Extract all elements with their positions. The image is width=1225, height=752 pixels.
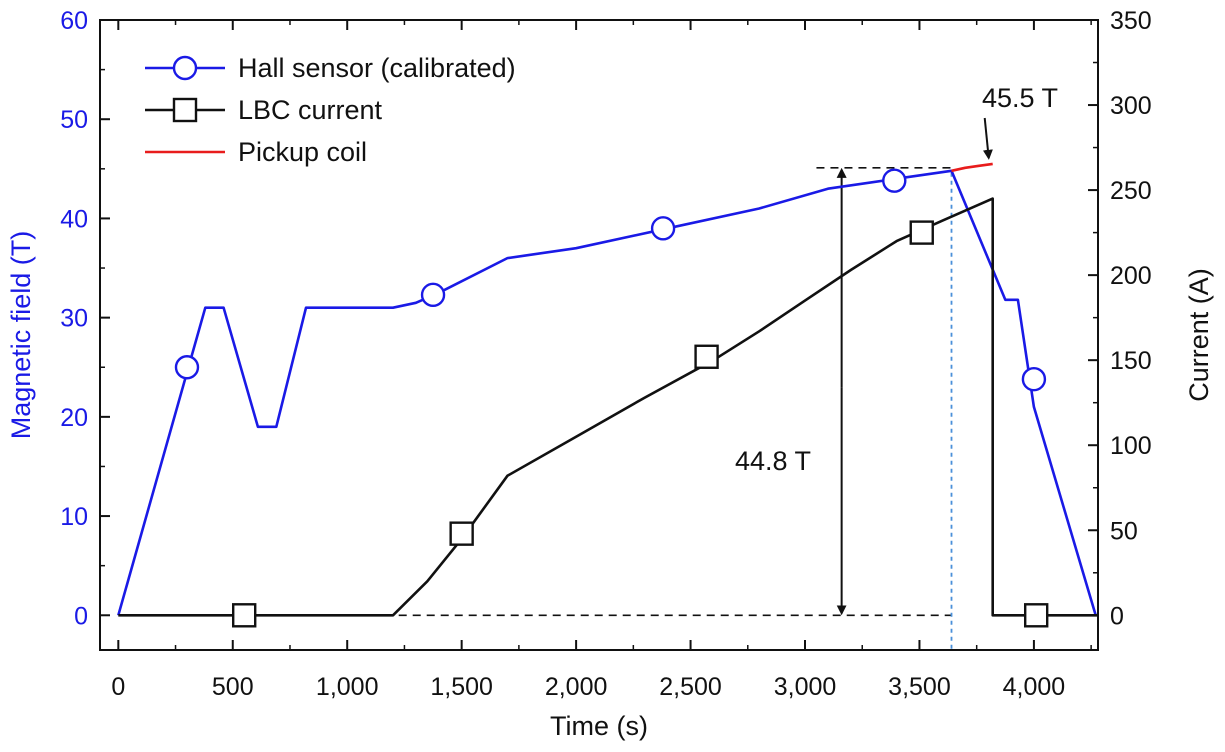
lbc-marker	[232, 603, 257, 628]
x-tick-label: 3,000	[774, 673, 837, 701]
legend-label: Pickup coil	[238, 137, 367, 167]
legend-label: Hall sensor (calibrated)	[238, 53, 516, 83]
x-tick-label: 1,500	[430, 673, 493, 701]
legend-marker-circle	[172, 55, 198, 81]
series-line	[951, 162, 993, 173]
y-right-axis-title: Current (A)	[1184, 268, 1214, 402]
y-left-tick-label: 0	[74, 602, 88, 630]
lbc-marker	[449, 521, 474, 546]
y-left-tick-label: 30	[60, 305, 88, 333]
y-right-tick-label: 50	[1110, 517, 1138, 545]
lbc-marker	[694, 344, 719, 369]
hall-marker	[174, 355, 200, 380]
legend-marker-square	[172, 97, 198, 123]
y-right-tick-label: 150	[1110, 347, 1152, 375]
lbc-marker	[909, 220, 934, 245]
y-left-tick-label: 20	[60, 404, 88, 432]
y-right-tick-label: 100	[1110, 432, 1152, 460]
x-axis-title: Time (s)	[550, 711, 648, 741]
guides-layer	[398, 117, 993, 650]
y-left-axis-title: Magnetic field (T)	[6, 231, 36, 440]
y-right-tick-label: 0	[1110, 602, 1124, 630]
y-left-tick-label: 10	[60, 503, 88, 531]
y-left-tick-label: 50	[60, 106, 88, 134]
y-left-tick-label: 60	[60, 7, 88, 35]
y-right-tick-label: 250	[1110, 177, 1152, 205]
lbc-marker	[1023, 603, 1049, 628]
x-tick-label: 4,000	[1003, 673, 1066, 701]
series-line	[118, 197, 1098, 617]
ticks-layer: 0 500 1,000 1,500 2,000 2,500 3,000 3,500 4,0000…	[60, 7, 1152, 701]
x-tick-label: 500	[212, 673, 254, 701]
y-left-tick-label: 40	[60, 205, 88, 233]
plot-frame	[99, 19, 1099, 651]
peak-arrow	[982, 117, 993, 160]
y-right-tick-label: 300	[1110, 92, 1152, 120]
y-right-tick-label: 200	[1110, 262, 1152, 290]
legend: Hall sensor (calibrated) LBC current Picku…	[145, 53, 516, 167]
hall-marker	[882, 168, 907, 193]
series-line	[117, 169, 1097, 616]
x-tick-label: 2,000	[545, 673, 608, 701]
x-tick-label: 3,500	[888, 673, 951, 701]
series-layer	[117, 162, 1098, 628]
annotation-44-8: 44.8 T	[735, 446, 811, 476]
hall-marker	[1021, 366, 1047, 392]
annotation-peak: 45.5 T	[982, 83, 1058, 113]
legend-label: LBC current	[238, 95, 383, 125]
hall-marker	[420, 282, 446, 308]
x-tick-label: 2,500	[659, 673, 722, 701]
y-right-tick-label: 350	[1110, 7, 1152, 35]
x-tick-label: 0	[111, 673, 125, 701]
hall-marker	[650, 216, 676, 241]
x-tick-label: 1,000	[316, 673, 379, 701]
